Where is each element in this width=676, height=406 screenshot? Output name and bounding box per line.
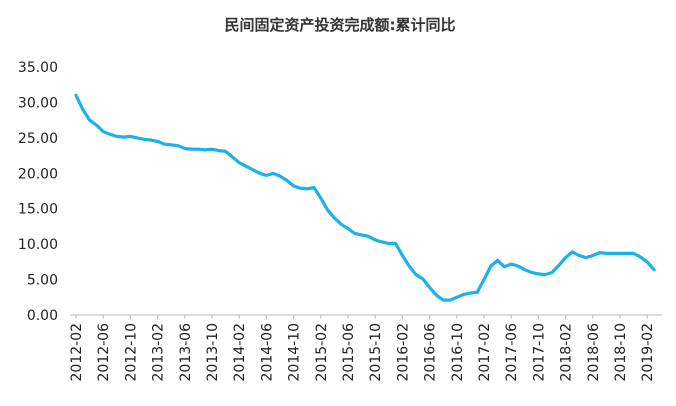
x-tick-label: 2017-10 [531, 323, 547, 382]
x-tick-label: 2018-10 [613, 323, 629, 382]
y-tick-label: 35.00 [18, 60, 58, 76]
x-tick-label: 2017-02 [477, 323, 493, 382]
y-tick-label: 30.00 [18, 95, 58, 111]
x-tick-label: 2014-06 [259, 323, 275, 382]
y-tick-label: 10.00 [18, 237, 58, 253]
x-tick-label: 2013-02 [151, 323, 167, 382]
x-tick-label: 2013-10 [205, 323, 221, 382]
y-tick-label: 25.00 [18, 131, 58, 147]
x-tick-label: 2015-06 [341, 323, 357, 382]
x-tick-label: 2018-06 [586, 323, 602, 382]
chart-title: 民间固定资产投资完成额:累计同比 [224, 16, 455, 34]
x-tick-label: 2016-10 [450, 323, 466, 382]
series-line [74, 93, 656, 302]
x-tick-label: 2014-10 [287, 323, 303, 382]
x-tick-label: 2015-10 [368, 323, 384, 382]
y-tick-label: 20.00 [18, 166, 58, 182]
x-tick-label: 2014-02 [232, 323, 248, 382]
x-tick-label: 2015-02 [314, 323, 330, 382]
y-tick-label: 0.00 [27, 308, 58, 324]
x-tick-label: 2016-02 [395, 323, 411, 382]
y-tick-label: 15.00 [18, 202, 58, 218]
x-tick-label: 2012-06 [96, 323, 112, 382]
y-tick-label: 5.00 [27, 273, 58, 289]
x-tick-label: 2017-06 [504, 323, 520, 382]
x-tick-label: 2016-06 [423, 323, 439, 382]
x-tick-label: 2012-02 [69, 323, 85, 382]
x-tick-label: 2012-10 [123, 323, 139, 382]
x-tick-label: 2018-02 [559, 323, 575, 382]
x-tick-label: 2019-02 [640, 323, 656, 382]
x-tick-label: 2013-06 [178, 323, 194, 382]
